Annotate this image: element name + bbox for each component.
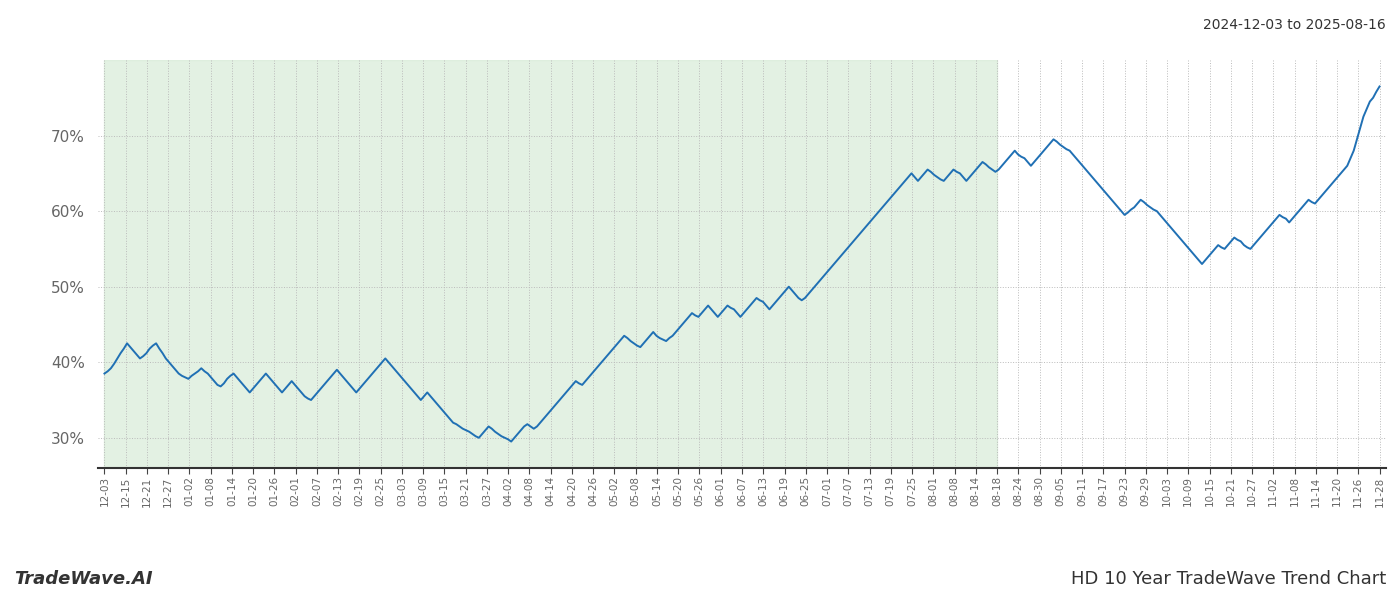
- Bar: [105, 60, 997, 468]
- Text: HD 10 Year TradeWave Trend Chart: HD 10 Year TradeWave Trend Chart: [1071, 570, 1386, 588]
- Text: 2024-12-03 to 2025-08-16: 2024-12-03 to 2025-08-16: [1203, 18, 1386, 32]
- Text: TradeWave.AI: TradeWave.AI: [14, 570, 153, 588]
